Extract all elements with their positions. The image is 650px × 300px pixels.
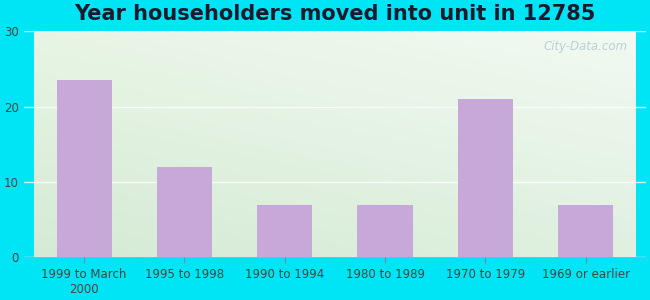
Bar — [157, 167, 212, 257]
Bar — [558, 205, 613, 257]
Title: Year householders moved into unit in 12785: Year householders moved into unit in 127… — [74, 4, 595, 24]
Bar — [458, 99, 513, 257]
Text: City-Data.com: City-Data.com — [543, 40, 627, 53]
Bar — [358, 205, 413, 257]
Bar — [57, 80, 112, 257]
Bar — [257, 205, 312, 257]
